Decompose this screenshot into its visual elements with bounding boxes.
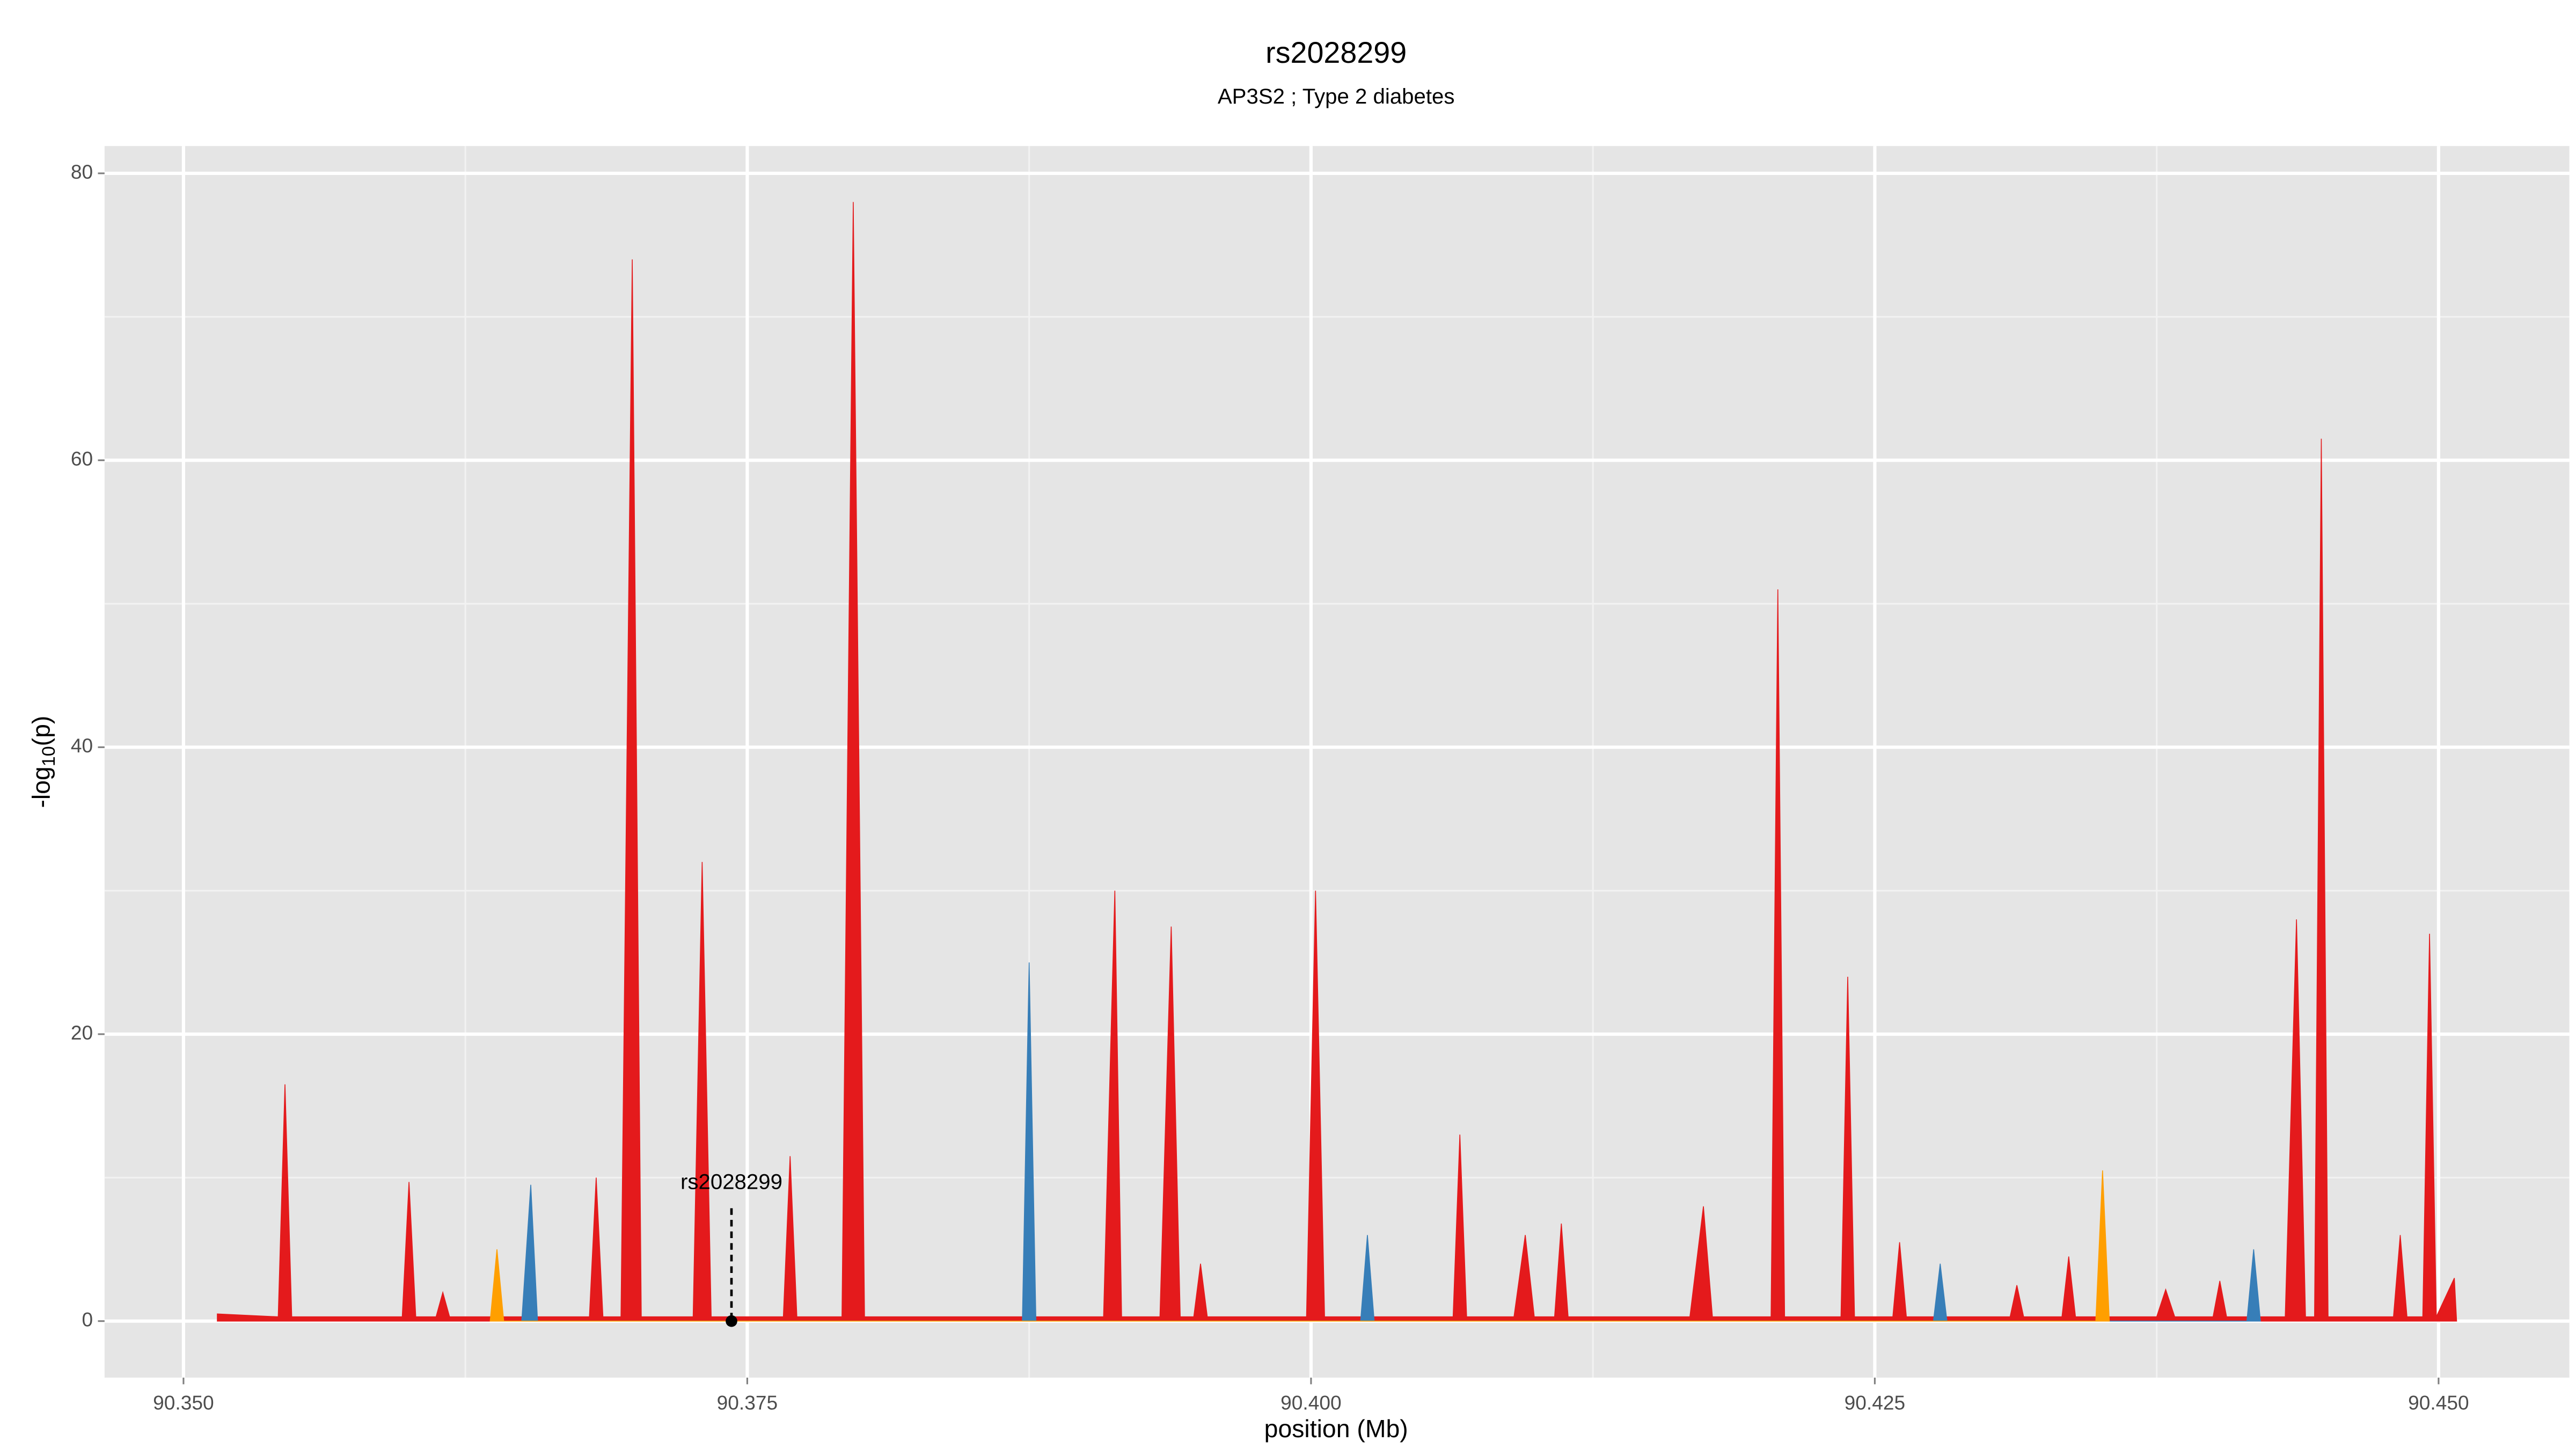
x-tick-label: 90.375 [717,1391,778,1414]
chart-subtitle: AP3S2 ; Type 2 diabetes [1218,84,1455,108]
x-axis-label: position (Mb) [1264,1415,1408,1443]
area [217,202,2457,1322]
annotation-label: rs2028299 [680,1170,782,1194]
x-tick-label: 90.350 [153,1391,214,1414]
y-tick-label: 0 [82,1308,93,1330]
x-tick-label: 90.450 [2408,1391,2469,1414]
y-tick-label: 80 [71,160,93,183]
chart-title: rs2028299 [1265,36,1407,69]
y-tick-label: 20 [71,1021,93,1044]
x-tick-label: 90.425 [1845,1391,1906,1414]
area [489,1170,2110,1322]
x-tick-label: 90.400 [1280,1391,1342,1414]
y-tick-label: 60 [71,447,93,470]
annotation-point [726,1315,737,1327]
y-tick-label: 40 [71,734,93,757]
y-axis-label: -log10(p) [27,716,59,808]
plot-panel [104,146,2570,1378]
